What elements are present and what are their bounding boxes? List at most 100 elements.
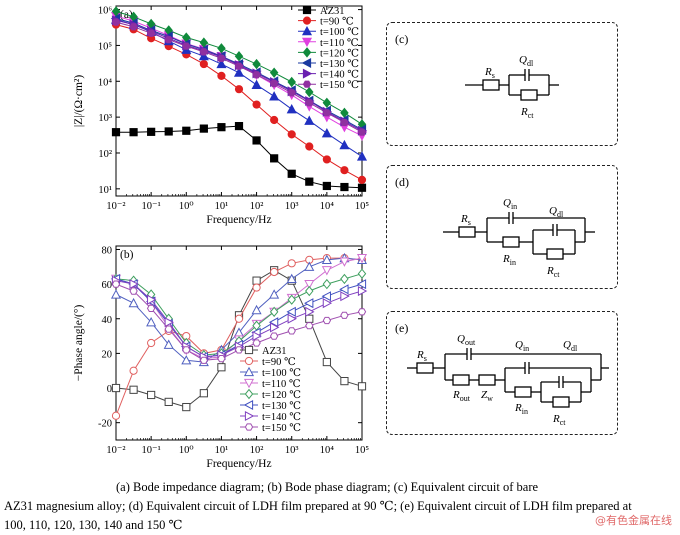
- data-point: [286, 273, 297, 284]
- data-point: [146, 316, 157, 327]
- x-axis-label: Frequency/Hz: [206, 458, 271, 470]
- data-point: [129, 385, 138, 394]
- data-point: [164, 36, 173, 44]
- circuit-panel-e: (e) Rs Qout R: [386, 311, 618, 435]
- caption-line-2: AZ31 magnesium alloy; (d) Equivalent cir…: [4, 499, 632, 513]
- data-point: [304, 261, 315, 271]
- legend-label: t=130 ℃: [262, 401, 301, 412]
- svg-text:Rs: Rs: [460, 213, 471, 227]
- data-point: [287, 294, 296, 305]
- data-point: [357, 183, 367, 192]
- data-point: [357, 285, 368, 297]
- svg-text:Rct: Rct: [552, 413, 566, 427]
- legend-marker: [302, 68, 313, 79]
- svg-text:Qin: Qin: [515, 339, 529, 353]
- data-point: [339, 257, 350, 267]
- data-point: [286, 103, 297, 114]
- data-point: [217, 123, 226, 132]
- data-point: [321, 291, 331, 302]
- data-point: [286, 306, 296, 317]
- data-point: [269, 79, 279, 88]
- data-point: [356, 279, 367, 290]
- panel-label-e: (e): [395, 321, 408, 335]
- resistor-rct: [546, 248, 564, 260]
- data-point: [322, 357, 331, 367]
- y-tick-label: -20: [98, 419, 112, 430]
- y-tick-label: 10³: [98, 113, 112, 124]
- data-point: [304, 115, 315, 125]
- caption-line-3: 100, 110, 120, 130, 140 and 150 ℃: [4, 518, 183, 532]
- y-axis-label: |Z|/(Ω·cm²): [73, 75, 85, 128]
- data-point: [252, 331, 262, 342]
- data-point: [111, 383, 121, 393]
- data-point: [233, 67, 245, 77]
- data-point: [356, 254, 368, 264]
- x-tick-label: 10⁴: [320, 445, 335, 456]
- legend-marker: [302, 47, 312, 58]
- data-point: [322, 109, 332, 117]
- y-tick-label: 10⁴: [98, 77, 113, 88]
- data-point: [217, 363, 226, 372]
- data-point: [321, 254, 332, 264]
- data-point: [304, 280, 315, 290]
- data-point: [198, 50, 209, 61]
- data-point: [269, 289, 280, 299]
- plot-frame: [115, 245, 363, 441]
- data-point: [111, 411, 121, 420]
- legend-label: t=150 ℃: [262, 423, 301, 434]
- data-point: [234, 121, 244, 131]
- data-point: [269, 91, 280, 101]
- data-point: [304, 298, 314, 309]
- y-tick-label: 0: [107, 384, 112, 395]
- data-point: [199, 48, 209, 56]
- data-point: [129, 128, 138, 137]
- legend-label: t=90 ℃: [320, 17, 354, 28]
- data-point: [234, 62, 244, 70]
- svg-text:Qdl: Qdl: [519, 54, 534, 68]
- data-point: [356, 151, 368, 161]
- data-point: [252, 283, 261, 292]
- data-point: [270, 115, 279, 125]
- data-point: [268, 317, 279, 328]
- legend-label: t=130 ℃: [320, 59, 359, 70]
- data-point: [147, 127, 156, 136]
- y-tick-label: 10⁶: [98, 6, 113, 17]
- caption-line-1: (a) Bode impedance diagram; (b) Bode pha…: [116, 480, 539, 494]
- data-point: [147, 390, 156, 400]
- data-point: [182, 42, 191, 50]
- data-point: [111, 128, 121, 137]
- legend-marker: [301, 57, 312, 69]
- x-tick-label: 10¹: [215, 201, 229, 212]
- resistor-rout: [452, 374, 470, 386]
- data-point: [305, 314, 314, 323]
- bode-phase-chart: 10⁻² 10⁻¹ 10⁰ 10¹ 10² 10³ 10⁴ 10⁵ -20 0 20 40 60 80 Fr…: [73, 245, 369, 470]
- y-tick-label: 80: [102, 245, 113, 256]
- data-point: [146, 304, 156, 312]
- data-point: [129, 366, 138, 375]
- x-tick-label: 10⁻²: [106, 445, 125, 456]
- data-point: [147, 338, 156, 348]
- data-point: [357, 268, 367, 279]
- data-point: [234, 50, 244, 62]
- data-point: [322, 181, 331, 191]
- resistor-rs: [416, 362, 434, 374]
- legend-label: t=110 ℃: [262, 379, 301, 390]
- data-point: [234, 85, 244, 94]
- resistor-rct: [520, 89, 538, 101]
- legend-marker: [243, 366, 255, 377]
- legend-label: t=100 ℃: [262, 368, 301, 379]
- data-point: [181, 355, 192, 365]
- data-point: [199, 124, 208, 133]
- data-point: [340, 182, 349, 192]
- data-point: [234, 346, 244, 354]
- data-point: [322, 97, 332, 108]
- data-point: [164, 317, 174, 328]
- bode-impedance-chart: 10⁻² 10⁻¹ 10⁰ 10¹ 10² 10³ 10⁴ 10⁵ 10¹ 10² 10³ 10⁴ 10…: [73, 5, 370, 226]
- x-tick-label: 10⁰: [179, 201, 194, 212]
- data-point: [269, 306, 279, 318]
- data-point: [269, 332, 279, 340]
- x-tick-label: 10⁵: [355, 201, 370, 212]
- data-point: [287, 327, 296, 335]
- data-point: [287, 313, 297, 324]
- data-point: [340, 273, 349, 285]
